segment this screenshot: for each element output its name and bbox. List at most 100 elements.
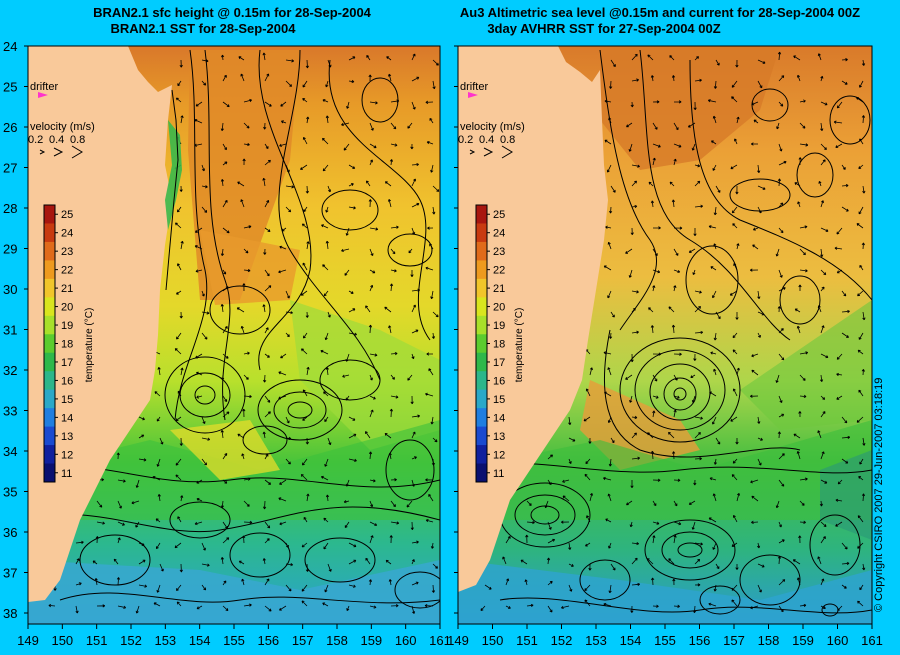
right-map-panel: drifter velocity (m/s) 0.2 0.4 0.8 25242… (457, 45, 873, 625)
left-colorbar-label-13: 13 (61, 431, 73, 443)
latitude-label-38: 38 (3, 606, 17, 621)
left-longitude-label-152: 152 (120, 633, 142, 648)
right-colorbar-label-15: 15 (493, 394, 505, 406)
right-current-arrows (480, 51, 866, 614)
right-longitude-label-161: 161 (861, 633, 883, 648)
right-colorbar-label-23: 23 (493, 246, 505, 258)
left-longitude-label-153: 153 (154, 633, 176, 648)
right-title-line2: 3day AVHRR SST for 27-Sep-2004 00Z (487, 21, 720, 36)
left-colorbar-swatch (44, 223, 55, 243)
right-land-mass (458, 46, 608, 592)
left-coastline (165, 89, 179, 291)
right-velocity-tick-2: 0.4 (479, 134, 494, 146)
left-colorbar-label-18: 18 (61, 339, 73, 351)
left-longitude-label-150: 150 (51, 633, 73, 648)
left-colorbar-label-24: 24 (61, 228, 73, 240)
left-velocity-tick-3: 0.8 (70, 134, 85, 146)
right-colorbar-swatch (476, 352, 487, 372)
latitude-label-30: 30 (3, 282, 17, 297)
left-colorbar-label-15: 15 (61, 394, 73, 406)
latitude-label-26: 26 (3, 120, 17, 135)
right-colorbar-label-14: 14 (493, 412, 505, 424)
right-colorbar-label-22: 22 (493, 265, 505, 277)
left-title-line2: BRAN2.1 SST for 28-Sep-2004 (111, 21, 297, 36)
right-longitude-label-155: 155 (654, 633, 676, 648)
left-colorbar-label-23: 23 (61, 246, 73, 258)
latitude-label-25: 25 (3, 80, 17, 95)
right-colorbar-label-13: 13 (493, 431, 505, 443)
left-velocity-label: velocity (m/s) (30, 121, 95, 133)
latitude-axis: 24 25 26 27 28 29 30 31 32 33 34 35 36 37 38 (3, 39, 458, 621)
latitude-label-31: 31 (3, 323, 17, 338)
right-longitude-label-158: 158 (758, 633, 780, 648)
left-colorbar-swatch (44, 205, 55, 224)
left-longitude-label-159: 159 (360, 633, 382, 648)
left-longitude-label-158: 158 (326, 633, 348, 648)
right-colorbar-swatch (476, 260, 487, 280)
left-drifter-label: drifter (30, 81, 58, 93)
right-longitude-label-151: 151 (516, 633, 538, 648)
left-velocity-tick-2: 0.4 (49, 134, 64, 146)
right-title-line1: Au3 Altimetric sea level @0.15m and curr… (460, 5, 860, 20)
left-contours (28, 49, 440, 609)
left-longitude-label-155: 155 (223, 633, 245, 648)
latitude-label-37: 37 (3, 566, 17, 581)
right-colorbar-label-19: 19 (493, 320, 505, 332)
left-longitude-label-154: 154 (189, 633, 211, 648)
left-colorbar-swatch (44, 334, 55, 354)
right-longitude-label-150: 150 (482, 633, 504, 648)
latitude-label-33: 33 (3, 404, 17, 419)
left-colorbar-swatch (44, 278, 55, 298)
right-colorbar-label-16: 16 (493, 375, 505, 387)
left-colorbar-swatch (44, 315, 55, 335)
right-colorbar-label-11: 11 (493, 468, 504, 480)
left-colorbar-label-25: 25 (61, 209, 73, 221)
right-longitude-label-149: 149 (447, 633, 469, 648)
left-colorbar: 25 24 23 22 21 20 19 18 17 16 15 14 13 12 11 (43, 204, 73, 483)
right-longitude-label-153: 153 (585, 633, 607, 648)
left-colorbar-label-16: 16 (61, 375, 73, 387)
left-colorbar-label-19: 19 (61, 320, 73, 332)
right-contours (458, 49, 872, 617)
right-drifter-label: drifter (460, 81, 488, 93)
right-colorbar-swatch (476, 445, 487, 465)
right-colorbar: 25 24 23 22 21 20 19 18 17 16 15 14 13 12 11 (475, 204, 505, 483)
right-colorbar-swatch (476, 408, 487, 428)
left-colorbar-swatch (44, 297, 55, 317)
copyright-text: © Copyright CSIRO 2007 29-Jun-2007 03:18… (873, 378, 885, 612)
right-colorbar-swatch (476, 371, 487, 391)
right-longitude-axis: 149 150 151 152 153 154 155 156 157 158 159 160 161 (447, 624, 883, 648)
right-longitude-label-152: 152 (551, 633, 573, 648)
left-longitude-label-151: 151 (86, 633, 108, 648)
left-map-panel: drifter velocity (m/s) 0.2 0.4 0.8 25242… (27, 45, 441, 625)
left-colorbar-label-17: 17 (61, 357, 73, 369)
latitude-label-27: 27 (3, 161, 17, 176)
left-title-line1: BRAN2.1 sfc height @ 0.15m for 28-Sep-20… (93, 5, 372, 20)
right-drifter-marker (468, 92, 478, 98)
latitude-label-32: 32 (3, 363, 17, 378)
right-colorbar-swatch (476, 205, 487, 224)
left-land-mass (28, 46, 172, 602)
left-colorbar-label-22: 22 (61, 265, 73, 277)
left-velocity-arrows (39, 145, 83, 159)
latitude-label-28: 28 (3, 201, 17, 216)
right-colorbar-label-20: 20 (493, 302, 505, 314)
left-colorbar-swatch (44, 408, 55, 428)
right-colorbar-swatch (476, 426, 487, 446)
right-colorbar-swatch (476, 278, 487, 298)
left-colorbar-swatch (44, 463, 55, 483)
right-longitude-label-157: 157 (723, 633, 745, 648)
right-colorbar-label-25: 25 (493, 209, 505, 221)
right-colorbar-label-24: 24 (493, 228, 505, 240)
left-colorbar-swatch (44, 371, 55, 391)
right-current-arrow-field (480, 51, 866, 614)
left-colorbar-label-21: 21 (61, 283, 73, 295)
right-colorbar-label-17: 17 (493, 357, 505, 369)
right-velocity-tick-1: 0.2 (458, 134, 473, 146)
right-velocity-tick-3: 0.8 (500, 134, 515, 146)
left-colorbar-swatch (44, 426, 55, 446)
right-colorbar-swatch (476, 297, 487, 317)
right-longitude-label-154: 154 (620, 633, 642, 648)
